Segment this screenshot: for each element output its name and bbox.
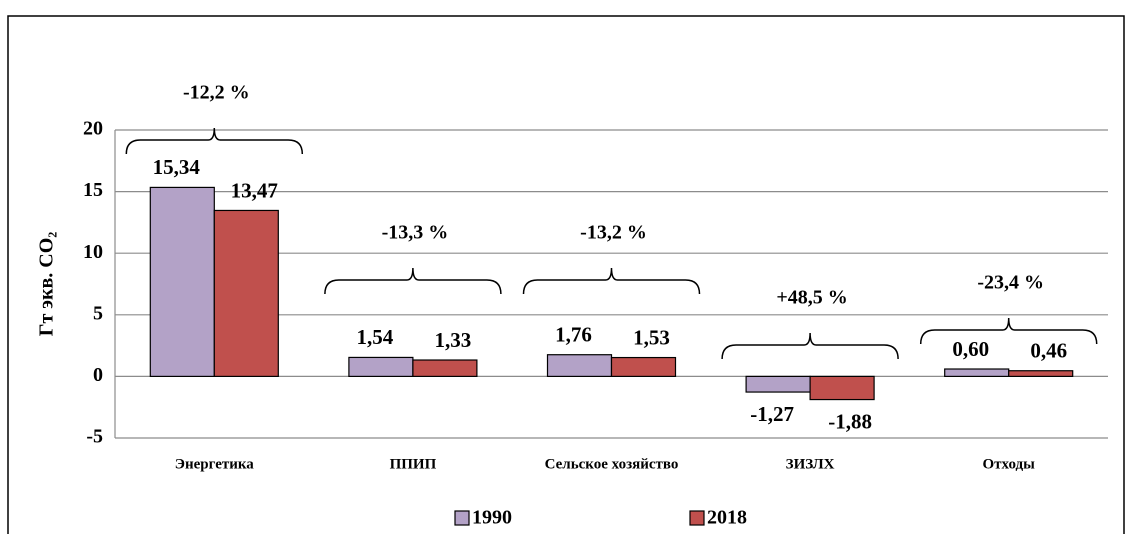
value-label: -1,27 <box>750 402 794 426</box>
bar <box>1008 370 1074 377</box>
bar <box>149 186 215 377</box>
x-tick-label: Сельское хозяйство <box>545 456 679 472</box>
value-label: 15,34 <box>153 155 201 179</box>
x-tick-label: ЗИЗЛХ <box>786 456 835 472</box>
value-label: 0,60 <box>952 337 989 361</box>
legend-label: 2018 <box>707 507 747 529</box>
brace <box>522 267 701 295</box>
value-label: 13,47 <box>231 178 278 202</box>
legend-swatch <box>689 510 705 526</box>
brace <box>324 267 502 295</box>
brace <box>919 317 1098 345</box>
legend-swatch <box>454 510 470 526</box>
annotation: +48,5 % <box>776 287 847 309</box>
value-label: 1,33 <box>435 328 472 352</box>
annotation: -13,2 % <box>580 222 647 244</box>
x-tick-label: ППИП <box>390 456 437 472</box>
x-tick-label: Отходы <box>983 456 1036 472</box>
y-axis-label: Гт экв. CO₂ <box>36 232 58 337</box>
brace <box>125 127 304 155</box>
bar <box>610 356 677 378</box>
bar <box>348 356 414 377</box>
bar <box>944 368 1010 377</box>
legend-label: 1990 <box>472 507 512 529</box>
y-tick-label: 10 <box>83 241 103 263</box>
annotation: -13,3 % <box>382 222 449 244</box>
y-tick-label: -5 <box>86 426 103 448</box>
value-label: 1,76 <box>555 323 592 347</box>
bar <box>213 209 279 377</box>
y-tick-label: 5 <box>93 302 103 324</box>
value-label: 1,53 <box>633 325 670 349</box>
value-label: -1,88 <box>828 409 872 433</box>
y-tick-label: 15 <box>83 179 103 201</box>
y-tick-label: 20 <box>83 118 103 140</box>
brace <box>721 332 899 360</box>
bar <box>745 375 811 393</box>
bar <box>546 354 613 377</box>
value-label: 1,54 <box>357 325 394 349</box>
y-tick-label: 0 <box>93 364 103 386</box>
bar <box>412 359 478 378</box>
x-tick-label: Энергетика <box>175 456 255 472</box>
annotation: -23,4 % <box>977 272 1044 294</box>
annotation: -12,2 % <box>183 82 250 104</box>
value-label: 0,46 <box>1030 339 1067 363</box>
bar <box>809 375 875 401</box>
